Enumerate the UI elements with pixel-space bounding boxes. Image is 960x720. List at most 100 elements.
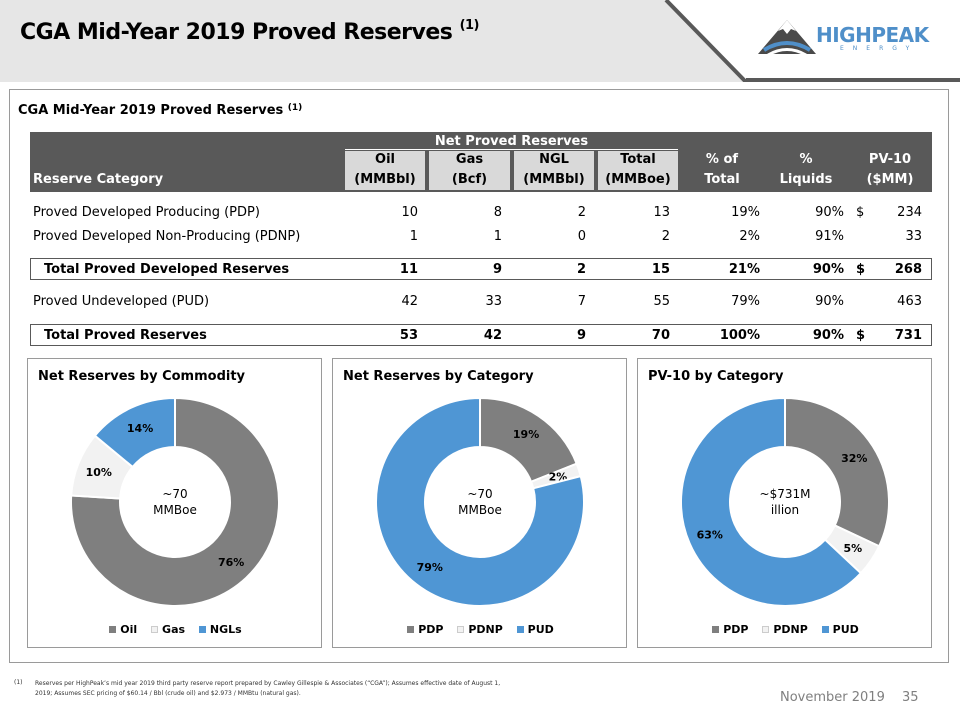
- cell-gas: 8: [493, 205, 502, 220]
- cell-oil: 10: [401, 205, 418, 220]
- cell-total: 2: [661, 229, 670, 244]
- center-label: ~$731M: [760, 487, 811, 501]
- legend-label: Oil: [120, 623, 138, 636]
- legend-label: PUD: [527, 623, 554, 636]
- col-gas: Gas (Bcf): [429, 151, 510, 190]
- cell-pv10: 731: [894, 328, 922, 343]
- cell-pct-total: 19%: [731, 205, 760, 220]
- legend-item: Gas: [151, 623, 185, 636]
- cell-pv10: 234: [897, 205, 922, 220]
- highpeak-logo: HIGHPEAK ENERGY: [744, 0, 960, 82]
- legend-item: PUD: [516, 623, 554, 636]
- legend-item: PDNP: [762, 623, 808, 636]
- col-pct-liquids-l1: %: [799, 152, 813, 167]
- cell-gas: 42: [483, 328, 502, 343]
- cell-ngl: 2: [577, 205, 586, 220]
- logo-subtext: ENERGY: [840, 45, 919, 52]
- cell-pct-total: 100%: [719, 328, 760, 343]
- cell-dollar: $: [856, 262, 866, 277]
- section-title-text: CGA Mid-Year 2019 Proved Reserves: [18, 103, 284, 118]
- legend-label: PDP: [723, 623, 749, 636]
- center-label: ~70: [162, 487, 187, 501]
- cell-total: 15: [651, 262, 670, 277]
- legend-label: PUD: [832, 623, 859, 636]
- col-pv10-l2: ($MM): [866, 172, 914, 187]
- col-gas-l2: (Bcf): [451, 172, 488, 187]
- cell-pct-liquids: 91%: [815, 229, 844, 244]
- slice-label: 10%: [86, 466, 112, 479]
- footnote-text: Reserves per HighPeak’s mid year 2019 th…: [35, 680, 501, 697]
- slice-label: 19%: [513, 428, 539, 441]
- header-reserve-category: Reserve Category: [33, 172, 164, 187]
- legend-item: PDP: [712, 623, 748, 636]
- donut-slice-oil: [70, 396, 280, 607]
- col-ngl-l2: (MMBbl): [523, 172, 585, 187]
- cell-oil: 1: [409, 229, 418, 244]
- content-frame: [9, 89, 949, 663]
- table-header: Reserve Category Net Proved Reserves Oil…: [30, 132, 932, 192]
- cell-ngl: 2: [576, 262, 586, 277]
- net-proved-label: Net Proved Reserves: [434, 134, 589, 149]
- center-label: MMBoe: [458, 503, 502, 517]
- mountain-logo-icon: [758, 20, 816, 56]
- slice-label: 63%: [697, 529, 723, 542]
- legend-label: NGLs: [209, 623, 242, 636]
- legend-item: NGLs: [198, 623, 242, 636]
- center-label: illion: [771, 503, 799, 517]
- row-label: Proved Developed Producing (PDP): [33, 205, 260, 220]
- net-proved-header: Net Proved Reserves: [345, 134, 678, 150]
- row-label: Total Proved Reserves: [44, 328, 207, 343]
- table-row: Proved Developed Producing (PDP) 10 8 2 …: [30, 203, 932, 223]
- legend-item: PDNP: [457, 623, 503, 636]
- cell-pv10: 268: [894, 262, 922, 277]
- cell-total: 55: [653, 294, 670, 309]
- col-pct-total-l1: % of: [705, 152, 739, 167]
- slice-label: 14%: [127, 422, 153, 435]
- cell-ngl: 7: [577, 294, 586, 309]
- donut-slice-ngls: [93, 396, 176, 469]
- logo-text: HIGHPEAK: [816, 23, 929, 47]
- chart-legend: PDP PDNP PUD: [638, 623, 933, 636]
- cell-dollar: $: [856, 328, 866, 343]
- cell-total: 70: [651, 328, 670, 343]
- cell-total: 13: [653, 205, 670, 220]
- cell-pct-total: 21%: [728, 262, 760, 277]
- row-label: Proved Developed Non-Producing (PDNP): [33, 229, 301, 244]
- center-label: MMBoe: [153, 503, 197, 517]
- section-title: CGA Mid-Year 2019 Proved Reserves (1): [18, 103, 302, 118]
- table-row: Proved Undeveloped (PUD) 42 33 7 55 79% …: [30, 292, 932, 312]
- footnote-number: (1): [14, 679, 23, 686]
- cell-pv10: 463: [897, 294, 922, 309]
- col-pv10-l1: PV-10: [868, 152, 912, 167]
- cell-pct-liquids: 90%: [815, 205, 844, 220]
- cell-pct-liquids: 90%: [815, 294, 844, 309]
- center-label: ~70: [467, 487, 492, 501]
- table-row-total: Total Proved Reserves 53 42 9 70 100% 90…: [30, 324, 932, 346]
- col-ngl-l1: NGL: [539, 152, 569, 167]
- donut-slice-pdp: [784, 396, 890, 548]
- cell-pct-total: 79%: [731, 294, 760, 309]
- slice-label: 5%: [843, 542, 862, 555]
- chart-legend: Oil Gas NGLs: [28, 623, 323, 636]
- page-number: 35: [902, 690, 919, 705]
- chart-panel-pv10: PV-10 by Category 32% 5% 63% ~$731M illion P…: [637, 358, 932, 648]
- cell-gas: 1: [493, 229, 502, 244]
- col-pct-liquids-l2: Liquids: [779, 172, 833, 187]
- col-total-l1: Total: [620, 152, 656, 167]
- chart-title: Net Reserves by Category: [343, 369, 534, 384]
- slice-label: 32%: [841, 452, 867, 465]
- donut-chart-pv10: 32% 5% 63% ~$731M illion: [680, 396, 890, 607]
- section-title-sup: (1): [287, 103, 303, 113]
- cell-oil: 11: [399, 262, 418, 277]
- cell-ngl: 0: [577, 229, 586, 244]
- col-total-l2: (MMBoe): [605, 172, 671, 187]
- legend-label: PDP: [418, 623, 444, 636]
- legend-item: PUD: [821, 623, 859, 636]
- chart-panel-commodity: Net Reserves by Commodity 76% 10% 14% ~70 MM…: [27, 358, 322, 648]
- chart-panel-category: Net Reserves by Category 19% 2% 79% ~70 MMBo…: [332, 358, 627, 648]
- cell-gas: 9: [492, 262, 502, 277]
- col-oil-l1: Oil: [375, 152, 395, 167]
- donut-slice-pud: [680, 396, 863, 607]
- chart-title: Net Reserves by Commodity: [38, 369, 246, 384]
